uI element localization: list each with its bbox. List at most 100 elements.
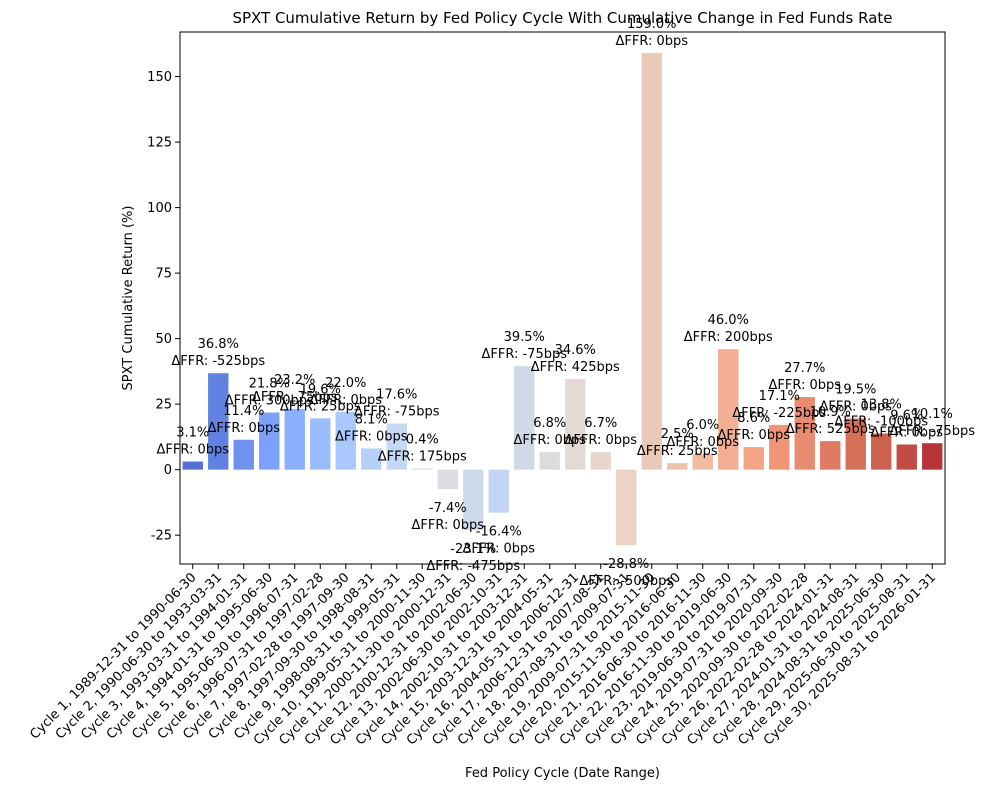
bar xyxy=(718,349,739,470)
bar xyxy=(488,469,509,513)
ffr-label: ΔFFR: 0bps xyxy=(819,400,892,415)
ffr-label: ΔFFR: -100bps xyxy=(834,414,928,429)
value-label: 19.6% xyxy=(300,382,341,397)
value-label: 2.5% xyxy=(661,427,694,442)
ffr-label: ΔFFR: 200bps xyxy=(684,330,773,345)
ffr-label: ΔFFR: -525bps xyxy=(171,354,265,369)
ffr-label: ΔFFR: 0bps xyxy=(309,393,382,408)
bar xyxy=(514,366,535,470)
ffr-label: ΔFFR: -75bps xyxy=(354,405,440,420)
value-label: 11.4% xyxy=(223,404,264,419)
bar xyxy=(871,433,892,470)
bar xyxy=(284,408,305,470)
ffr-label: ΔFFR: -75bps xyxy=(481,347,567,362)
y-tick-label: 0 xyxy=(164,463,172,478)
bar xyxy=(335,412,356,470)
value-label: 13.8% xyxy=(861,397,902,412)
y-tick-label: 125 xyxy=(147,136,172,151)
y-tick-label: 50 xyxy=(155,332,172,347)
ffr-label: ΔFFR: 0bps xyxy=(717,428,790,443)
bar xyxy=(437,469,458,490)
ffr-label: ΔFFR: 0bps xyxy=(768,378,841,393)
bar xyxy=(412,468,433,470)
ffr-label: ΔFFR: -75bps xyxy=(252,390,338,405)
ffr-label: ΔFFR: 425bps xyxy=(531,360,620,375)
value-label: 0.4% xyxy=(406,433,439,448)
bar xyxy=(590,452,611,470)
value-label: 36.8% xyxy=(198,337,239,352)
chart-title: SPXT Cumulative Return by Fed Policy Cyc… xyxy=(232,9,892,27)
value-label: 19.5% xyxy=(835,383,876,398)
bar xyxy=(616,469,637,546)
value-label: -7.4% xyxy=(429,501,467,516)
bar xyxy=(769,424,790,470)
value-label: 34.6% xyxy=(555,343,596,358)
value-label: -23.1% xyxy=(450,542,496,557)
bar xyxy=(310,418,331,470)
bar xyxy=(463,469,484,531)
ffr-label: ΔFFR: -500bps xyxy=(579,574,673,589)
value-label: 6.0% xyxy=(686,418,719,433)
value-label: 6.7% xyxy=(584,416,617,431)
bar xyxy=(845,418,866,470)
value-label: 10.1% xyxy=(912,407,953,422)
bar xyxy=(182,461,203,470)
value-label: 46.0% xyxy=(708,313,749,328)
y-tick-label: -25 xyxy=(151,529,172,544)
ffr-label: ΔFFR: 0bps xyxy=(615,34,688,49)
bar xyxy=(667,463,688,470)
ffr-label: ΔFFR: 175bps xyxy=(378,450,467,465)
bar xyxy=(692,453,713,470)
bar xyxy=(743,447,764,470)
value-label: 22.0% xyxy=(325,376,366,391)
bar xyxy=(539,451,560,470)
y-tick-label: 25 xyxy=(155,398,172,413)
ffr-label: ΔFFR: 0bps xyxy=(564,433,637,448)
plot-frame xyxy=(179,31,946,565)
y-tick-label: 100 xyxy=(147,201,172,216)
ffr-label: ΔFFR: 25bps xyxy=(280,399,361,414)
value-label: 6.8% xyxy=(533,416,566,431)
value-label: 8.6% xyxy=(737,411,770,426)
value-label: 159.0% xyxy=(627,17,677,32)
x-axis-label: Fed Policy Cycle (Date Range) xyxy=(465,766,660,781)
value-label: 9.6% xyxy=(890,408,923,423)
ffr-label: ΔFFR: -225bps xyxy=(732,406,826,421)
ffr-label: ΔFFR: 0bps xyxy=(513,433,586,448)
value-label: 39.5% xyxy=(504,330,545,345)
value-label: 10.9% xyxy=(810,405,851,420)
value-label: 3.1% xyxy=(176,426,209,441)
value-label: 21.8% xyxy=(249,377,290,392)
ffr-label: ΔFFR: 0bps xyxy=(870,425,943,440)
y-axis: -25 0 25 50 75 100 125 150 xyxy=(147,70,180,544)
ffr-label: ΔFFR: 525bps xyxy=(786,422,875,437)
ffr-label: ΔFFR: 0bps xyxy=(335,429,408,444)
bar xyxy=(361,448,382,470)
bar xyxy=(208,373,229,470)
ffr-label: ΔFFR: 25bps xyxy=(637,444,718,459)
bar xyxy=(896,444,917,470)
bar xyxy=(259,412,280,470)
ffr-label: ΔFFR: 0bps xyxy=(411,518,484,533)
value-label: 17.1% xyxy=(759,389,800,404)
y-axis-label: SPXT Cumulative Return (%) xyxy=(121,206,136,391)
ffr-label: ΔFFR: 300bps xyxy=(225,394,314,409)
ffr-label: ΔFFR: 0bps xyxy=(666,435,739,450)
bar xyxy=(233,439,254,470)
bar xyxy=(820,441,841,470)
value-label: -16.4% xyxy=(476,525,522,540)
value-label: 27.7% xyxy=(784,361,825,376)
bar xyxy=(565,378,586,470)
bar xyxy=(794,397,815,470)
value-label: 17.6% xyxy=(376,388,417,403)
value-label: 8.1% xyxy=(355,412,388,427)
y-tick-label: 75 xyxy=(155,267,172,282)
bar xyxy=(386,423,407,470)
ffr-label: ΔFFR: 0bps xyxy=(207,421,280,436)
value-label: 23.2% xyxy=(274,373,315,388)
y-tick-label: 150 xyxy=(147,70,172,85)
ffr-label: ΔFFR: 0bps xyxy=(462,542,535,557)
